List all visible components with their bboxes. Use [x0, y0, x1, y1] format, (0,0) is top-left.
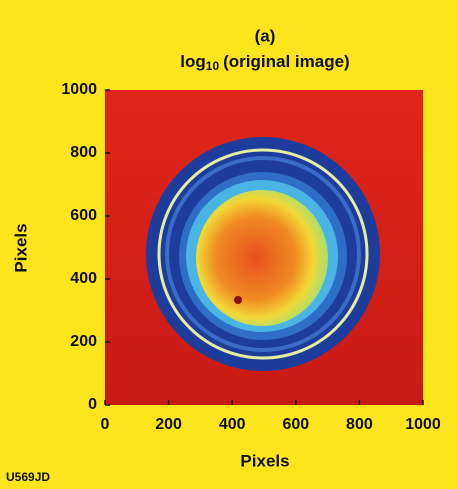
footer-label: U569JD: [6, 470, 50, 484]
figure: (a) log10(original image) Pixels Pixels …: [0, 0, 457, 489]
image: [105, 90, 423, 405]
y-tick-label: 800: [70, 144, 97, 161]
x-axis-label: Pixels: [240, 451, 289, 470]
chart-title: log10(original image): [180, 52, 349, 73]
title-subscript: 10: [206, 59, 220, 73]
y-axis-label: Pixels: [11, 223, 30, 272]
x-tick-label: 200: [155, 416, 182, 433]
y-tick-label: 1000: [61, 81, 97, 98]
core: [196, 190, 328, 326]
y-tick-label: 400: [70, 270, 97, 287]
title-base: log: [180, 52, 206, 71]
x-tick-label: 400: [219, 416, 246, 433]
x-tick-label: 1000: [405, 416, 441, 433]
panel-label: (a): [255, 26, 276, 45]
y-tick-label: 200: [70, 333, 97, 350]
x-tick-label: 0: [101, 416, 110, 433]
y-tick-label: 600: [70, 207, 97, 224]
title-text: (original image): [223, 52, 350, 71]
x-tick-label: 600: [282, 416, 309, 433]
y-tick-label: 0: [88, 396, 97, 413]
x-tick-label: 800: [346, 416, 373, 433]
spot: [234, 296, 242, 304]
